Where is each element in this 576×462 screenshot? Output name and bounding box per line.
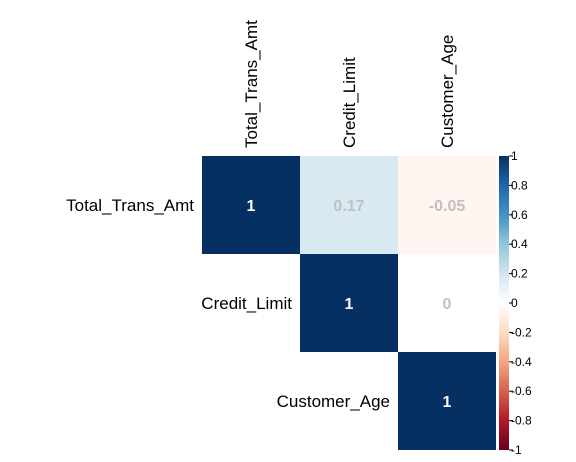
heatmap-cell [300,156,398,254]
colorbar-tick-label: 0 [511,296,518,310]
column-label: Customer_Age [438,35,457,148]
colorbar-tick-label: -1 [511,443,522,457]
colorbar-tick-label: 1 [511,149,518,163]
row-label: Total_Trans_Amt [66,196,194,215]
row-label: Credit_Limit [201,294,292,313]
cell-value-label: 0 [443,296,452,313]
colorbar: 1 0.8 0.6 0.4 0.2 0 -0.2 -0.4 -0.6 -0.8 -1 [499,149,532,457]
cell-value-label: 1 [247,198,256,215]
heatmap-cell [300,254,398,352]
colorbar-tick-label: 0.2 [511,267,528,281]
cell-value-label: 1 [443,394,452,411]
column-label: Total_Trans_Amt [242,20,261,148]
colorbar-tick-label: -0.8 [511,414,532,428]
row-labels: Total_Trans_Amt Credit_Limit Customer_Age [66,196,390,411]
colorbar-ticks: 1 0.8 0.6 0.4 0.2 0 -0.2 -0.4 -0.6 -0.8 -1 [509,149,532,457]
colorbar-tick-label: 0.6 [511,208,528,222]
column-labels: Total_Trans_Amt Credit_Limit Customer_Age [242,20,457,148]
colorbar-tick-label: -0.4 [511,355,532,369]
heatmap-cell [202,156,300,254]
colorbar-tick-label: -0.2 [511,325,532,339]
heatmap-cells: 1 0.17 -0.05 1 0 1 [202,156,496,450]
colorbar-tick-label: 0.8 [511,178,528,192]
column-label: Credit_Limit [340,57,359,148]
cell-value-label: 1 [345,296,354,313]
heatmap-cell [398,352,496,450]
heatmap-cell [398,156,496,254]
cell-value-label: -0.05 [429,198,466,215]
heatmap-cell [398,254,496,352]
colorbar-gradient [499,156,509,450]
colorbar-tick-label: -0.6 [511,384,532,398]
colorbar-tick-label: 0.4 [511,237,528,251]
cell-value-label: 0.17 [333,198,364,215]
row-label: Customer_Age [277,392,390,411]
